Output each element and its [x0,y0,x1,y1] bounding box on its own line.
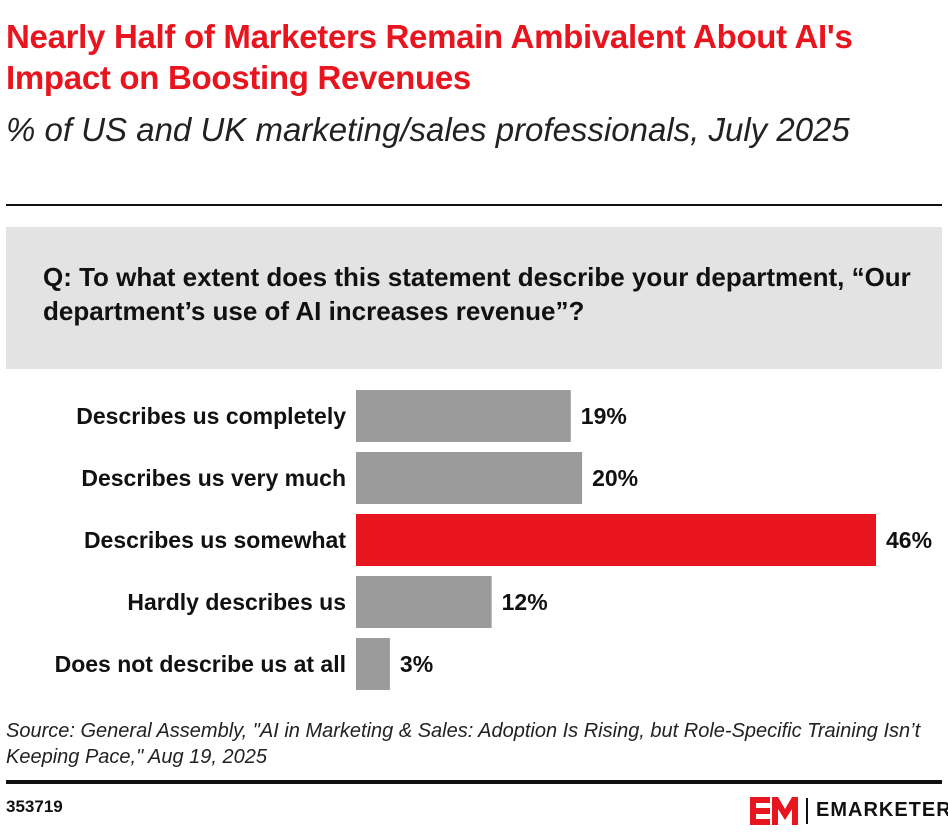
chart-title: Nearly Half of Marketers Remain Ambivale… [6,18,853,96]
bar [356,514,876,566]
chart-subtitle: % of US and UK marketing/sales professio… [6,111,850,148]
category-label: Describes us somewhat [84,527,346,553]
category-label: Describes us very much [81,465,346,491]
brand-wordmark: EMARKETER [816,799,948,821]
chart-id: 353719 [6,797,63,816]
data-label: 46% [886,527,932,553]
top-divider [6,204,942,206]
data-label: 19% [581,403,627,429]
data-label: 3% [400,651,433,677]
bar [356,638,390,690]
data-label: 20% [592,465,638,491]
bar-chart: Describes us completely 19% Describes us v… [55,390,932,690]
emarketer-logo: EMARKETER [750,795,948,829]
question-box: Q: To what extent does this statement de… [6,227,942,369]
category-label: Describes us completely [76,403,346,429]
data-label: 12% [502,589,548,615]
bar [356,576,492,628]
bar [356,452,583,504]
logo-divider [806,798,808,824]
bottom-divider [6,780,942,784]
source-note: Source: General Assembly, "AI in Marketi… [6,720,921,768]
survey-question: Q: To what extent does this statement de… [43,262,911,326]
bar [356,390,571,442]
category-label: Does not describe us at all [55,651,346,677]
category-label: Hardly describes us [127,589,346,615]
em-logo-icon [750,797,798,825]
